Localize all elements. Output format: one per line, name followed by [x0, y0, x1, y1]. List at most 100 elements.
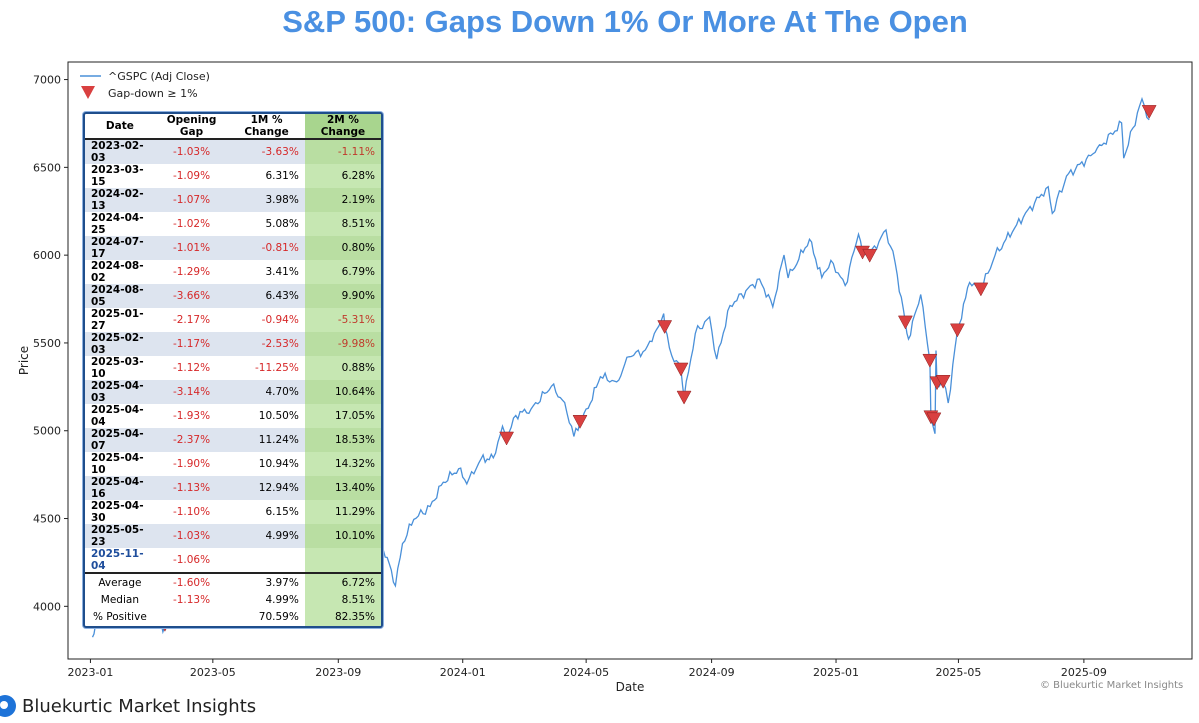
table-cell: -1.01%	[154, 236, 229, 260]
y-axis-title: Price	[17, 346, 31, 375]
table-cell: 13.40%	[304, 476, 381, 500]
table-cell: -1.13%	[154, 476, 229, 500]
table-row: 2025-01-27 -2.17% -0.94% -5.31%	[85, 308, 381, 332]
y-tick-label: 6000	[33, 249, 61, 262]
table-cell: 11.29%	[304, 500, 381, 524]
table-row: 2025-04-07 -2.37% 11.24% 18.53%	[85, 428, 381, 452]
table-cell: 2025-04-16	[85, 476, 155, 500]
table-cell: 17.05%	[304, 404, 381, 428]
table-cell: 6.31%	[265, 170, 299, 182]
table-cell: -5.31%	[304, 308, 381, 332]
gap-down-marker	[676, 390, 692, 405]
table-cell: 14.32%	[304, 452, 381, 476]
gap-down-marker	[935, 375, 951, 389]
legend-label-price: ^GSPC (Adj Close)	[108, 70, 210, 83]
y-tick-label: 5500	[33, 337, 61, 350]
table-cell: 2023-02-03	[85, 139, 155, 164]
table-row: 2025-04-10 -1.90% 10.94% 14.32%	[85, 452, 381, 476]
table-cell: -2.37%	[154, 428, 229, 452]
table-cell: 4.99%	[228, 524, 305, 548]
table-row: 2025-05-23 -1.03% 4.99% 10.10%	[85, 524, 381, 548]
table-row: 2024-07-17 -1.01% -0.81% 0.80%	[85, 236, 381, 260]
x-tick-label: 2023-09	[315, 666, 361, 679]
table-cell: -2.17%	[172, 314, 211, 326]
gap-down-marker	[673, 362, 689, 377]
table-row: 2023-02-03 -1.03% -3.63% -1.11%	[85, 139, 381, 164]
y-tick-label: 5000	[33, 425, 61, 438]
table-cell: 2025-03-10	[91, 356, 144, 380]
table-row: 2025-11-04 -1.06%	[85, 548, 381, 573]
table-row: 2023-03-15 -1.09% 6.31% 6.28%	[85, 164, 381, 188]
table-cell: 6.15%	[265, 506, 299, 518]
x-tick-label: 2023-01	[67, 666, 113, 679]
summary-row: Average -1.60% 3.97% 6.72%	[85, 571, 381, 592]
table-cell	[228, 548, 305, 573]
x-tick-label: 2024-01	[440, 666, 486, 679]
summary-cell: Average	[85, 571, 155, 592]
gap-down-marker	[926, 412, 942, 427]
table-cell: -1.02%	[172, 218, 211, 230]
table-cell: 10.94%	[258, 458, 299, 470]
table-cell: 11.24%	[228, 428, 305, 452]
table-header-cell: 1M % Change	[228, 114, 305, 140]
summary-cell: -1.13%	[172, 593, 211, 606]
table-cell: -0.81%	[228, 236, 305, 260]
table-row: 2024-02-13 -1.07% 3.98% 2.19%	[85, 188, 381, 212]
table-cell: -1.29%	[172, 266, 211, 278]
table-cell: -1.03%	[154, 524, 229, 548]
table-cell: -1.12%	[172, 362, 211, 374]
copyright-text: © Bluekurtic Market Insights	[1040, 680, 1184, 691]
table-row: 2025-04-04 -1.93% 10.50% 17.05%	[85, 404, 381, 428]
gap-down-marker	[572, 415, 588, 429]
table-row: 2025-04-03 -3.14% 4.70% 10.64%	[85, 380, 381, 404]
table-cell: 2025-04-30	[91, 500, 144, 524]
table-cell: 18.53%	[304, 428, 381, 452]
summary-cell: 70.59%	[258, 611, 299, 624]
table-cell: 2.19%	[304, 188, 381, 212]
table-cell: 5.08%	[265, 218, 299, 230]
x-tick-label: 2023-05	[190, 666, 236, 679]
table-header-cell: 2M % Change	[304, 114, 381, 140]
table-cell: -1.17%	[154, 332, 229, 356]
table-cell: -3.66%	[154, 284, 229, 308]
summary-cell: Median	[100, 593, 139, 606]
table-cell: -1.07%	[154, 188, 229, 212]
gap-down-marker	[499, 431, 515, 446]
table-cell: 9.90%	[304, 284, 381, 308]
summary-cell	[155, 609, 228, 626]
table-cell: -3.63%	[228, 139, 305, 164]
y-tick-label: 4000	[33, 600, 61, 613]
table-cell: -1.90%	[172, 458, 211, 470]
table-cell: 2024-08-02	[91, 260, 144, 284]
table-row: 2024-08-02 -1.29% 3.41% 6.79%	[85, 260, 381, 284]
table-row: 2025-04-30 -1.10% 6.15% 11.29%	[85, 500, 381, 524]
table-cell: 2024-07-17	[85, 236, 155, 260]
brand-footer: Bluekurtic Market Insights	[0, 693, 256, 719]
table-cell: 2023-03-15	[91, 164, 144, 188]
summary-row: % Positive 70.59% 82.35%	[85, 608, 381, 626]
table-cell: -1.03%	[154, 139, 229, 164]
table-row: 2025-04-16 -1.13% 12.94% 13.40%	[85, 476, 381, 500]
x-tick-label: 2025-01	[813, 666, 859, 679]
summary-cell: 6.72%	[304, 571, 381, 592]
summary-cell: -1.60%	[154, 571, 229, 592]
table-cell: 2025-04-03	[85, 380, 155, 404]
summary-cell: % Positive	[92, 611, 147, 624]
table-cell: 10.10%	[304, 524, 381, 548]
table-cell: -1.11%	[304, 139, 381, 164]
table-cell: -11.25%	[255, 362, 299, 374]
table-cell: -1.06%	[172, 554, 211, 566]
table-cell: 2025-04-07	[85, 428, 155, 452]
table-cell: 0.80%	[304, 236, 381, 260]
gap-down-marker	[862, 248, 878, 263]
table-row: 2025-03-10 -1.12% -11.25% 0.88%	[85, 356, 381, 380]
y-tick-label: 6500	[33, 161, 61, 174]
table-cell: 3.41%	[265, 266, 299, 278]
table-cell: -1.10%	[172, 506, 211, 518]
gap-down-marker	[1141, 105, 1157, 119]
table-cell: 2025-04-04	[91, 404, 144, 428]
gap-down-marker	[949, 323, 965, 338]
table-cell: 0.88%	[304, 356, 381, 380]
brand-name: Bluekurtic Market Insights	[22, 695, 257, 717]
gap-down-marker	[922, 353, 938, 368]
